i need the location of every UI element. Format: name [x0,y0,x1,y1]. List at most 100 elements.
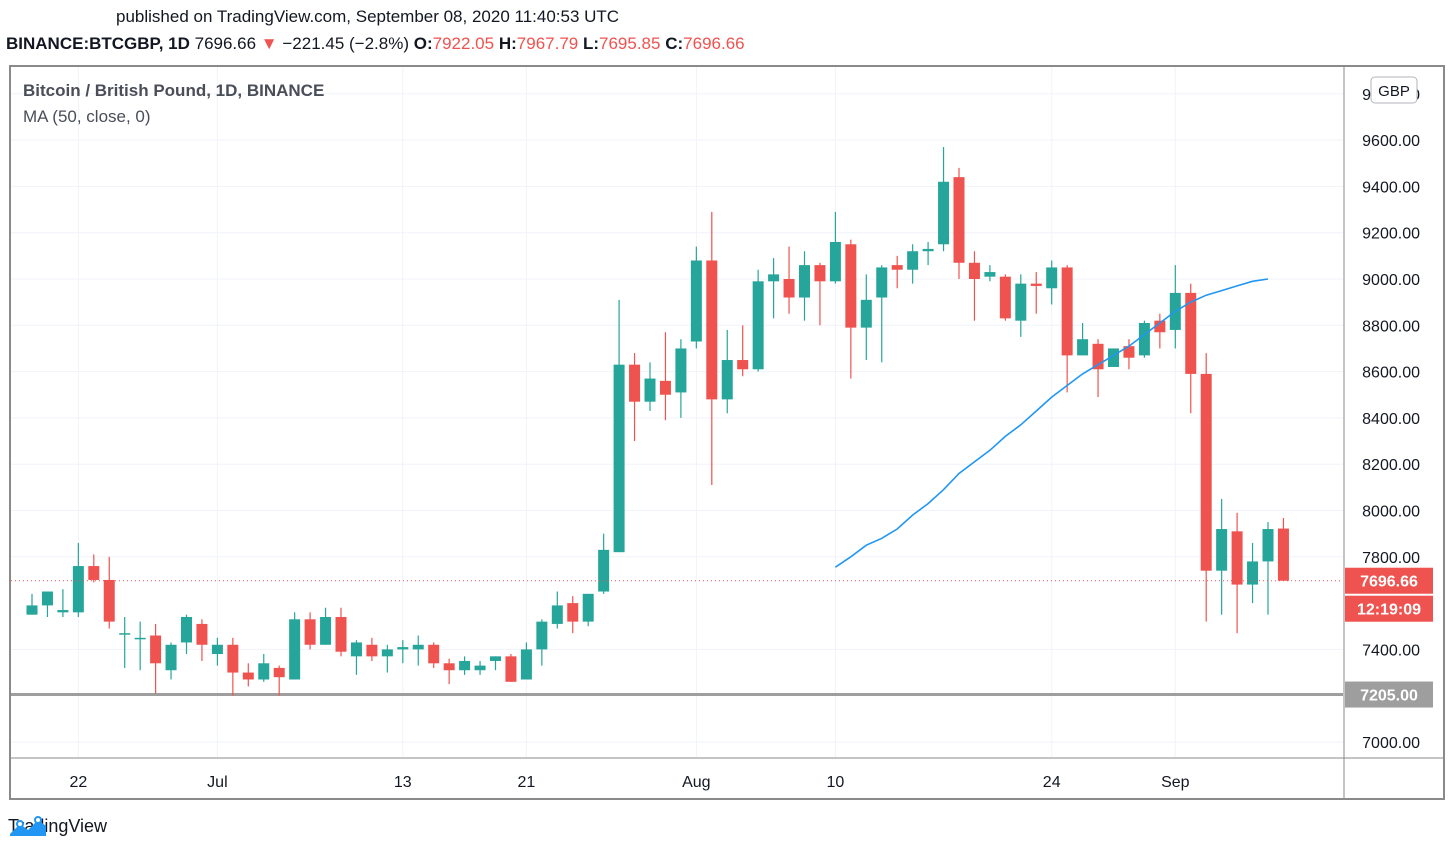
price-tick-label: 9600.00 [1362,133,1420,150]
candle-body [88,566,100,580]
down-arrow-icon: ▼ [260,34,278,53]
currency-badge[interactable]: GBP [1370,76,1418,104]
candle-body [490,656,501,661]
quote-line: BINANCE:BTCGBP, 1D 7696.66 ▼ −221.45 (−2… [6,34,745,54]
high-value: 7967.79 [516,34,579,53]
moving-average [834,278,1269,568]
candle-body [1185,292,1197,374]
candle-body [1154,320,1166,333]
price-tick-label: 9000.00 [1362,272,1420,289]
level-tag: 7205.00 [1360,688,1418,705]
time-tick-label: 24 [1043,774,1061,791]
candle-body [582,593,594,622]
candle-body [1046,267,1058,289]
candle-body [520,649,532,680]
candle-body [412,644,424,650]
close-value: 7696.66 [683,34,745,53]
countdown-tag-bg [1345,595,1433,622]
candle-body [999,276,1011,319]
change: −221.45 (−2.8%) [282,34,410,53]
candle-body [737,360,749,370]
candle-body [1247,561,1259,585]
candle-body [659,380,671,395]
published-line: published on TradingView.com, September … [116,7,620,26]
price-axis: 9800.009600.009400.009200.009000.008800.… [1362,87,1420,752]
candle-body [814,265,826,282]
candle-body [242,672,254,680]
price-tags: 7696.66 12:19:09 7205.00 [1345,567,1433,708]
price-tick-label: 9400.00 [1362,179,1420,196]
candle-body [783,279,795,298]
open-label: O: [413,34,433,53]
price-tick-label: 8400.00 [1362,411,1420,428]
candle-body [1077,339,1089,356]
candle-body [644,378,656,402]
candle-body [721,360,733,400]
candle-body [752,281,764,370]
candle-body [1123,346,1135,358]
candle-body [829,241,841,282]
candle-body [459,660,471,671]
price-tick-label: 8800.00 [1362,318,1420,335]
candle-body [165,644,177,671]
candle-body [428,644,440,664]
legend-title: Bitcoin / British Pound, 1D, BINANCE [23,81,324,100]
time-tick-label: 22 [69,774,87,791]
candle-body [1216,529,1228,571]
legend-indicator: MA (50, close, 0) [23,107,151,126]
candle-body [350,642,362,657]
candle-body [768,274,780,282]
footer[interactable]: TradingView [8,816,107,837]
candle-body [1277,528,1289,581]
candle-body [1108,348,1119,367]
candle-body [613,364,625,553]
candle-body [443,663,455,671]
candle-body [1262,529,1274,562]
candle-body [953,177,965,263]
symbol: BINANCE:BTCGBP, 1D [6,34,190,53]
candle-body [381,649,393,657]
level-tag-bg [1345,681,1433,708]
candle-body [258,663,270,680]
candle-body [984,272,996,277]
candle-body [41,591,53,606]
tradingview-logo-icon [10,816,46,836]
candle-body [1061,267,1073,356]
candle-body [675,348,687,393]
candle-body [629,364,641,402]
candle-body [1200,373,1212,571]
candle-body [227,644,239,673]
candle-body [690,260,702,342]
grid [11,67,1343,757]
candle-body [72,566,84,613]
candle-body [845,244,857,328]
candle-body [119,633,131,635]
low-value: 7695.85 [599,34,661,53]
candle-body [335,616,347,652]
price-tick-label: 8600.00 [1362,365,1420,382]
candle-body [706,260,718,400]
candle-body [366,644,378,657]
price-tick-label: 7000.00 [1362,735,1420,752]
candle-body [1030,283,1042,286]
candle-body [211,644,223,655]
candle-body [57,610,69,613]
candle-body [134,637,146,640]
low-label: L: [582,34,600,53]
last-price-tag: 7696.66 [1360,574,1418,591]
candle-body [536,621,548,650]
candle-body [567,603,579,622]
candle-body [181,616,192,643]
candle-body [505,656,517,682]
candle-body [938,181,950,245]
candle-body [922,248,934,252]
candle-body [1015,283,1027,321]
candle-body [26,605,38,615]
candle-body [1138,322,1150,356]
price-tick-label: 9200.00 [1362,226,1420,243]
candle-body [1231,531,1243,585]
time-tick-label: 21 [518,774,536,791]
last-price-tag-bg [1345,567,1433,594]
candle-body [860,299,872,328]
